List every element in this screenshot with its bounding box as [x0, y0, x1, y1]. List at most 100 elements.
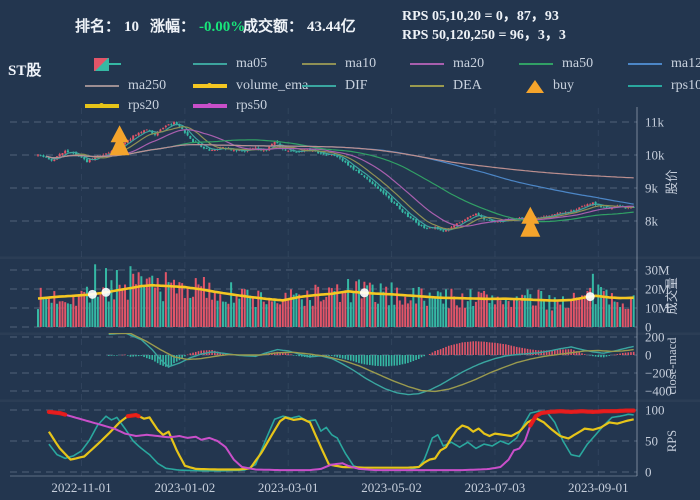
rank-value: 10	[124, 19, 140, 35]
buy-arrow-marker	[109, 125, 130, 156]
legend-item-volume_ema[interactable]: volume_ema	[193, 78, 308, 94]
svg-text:2023-07-03: 2023-07-03	[465, 480, 526, 495]
volume-panel	[37, 264, 635, 327]
axis-labels: 11k10k9k8k30M20M10M02000−200−40010050020…	[51, 115, 679, 496]
rps20-line-swatch	[85, 103, 119, 108]
candlestick-icon-tail	[109, 63, 121, 65]
legend-label: ma20	[453, 56, 485, 71]
svg-text:9k: 9k	[645, 181, 659, 196]
svg-text:2023-01-02: 2023-01-02	[155, 480, 216, 495]
legend-item-buy[interactable]: buy	[519, 78, 574, 94]
svg-text:20M: 20M	[645, 282, 670, 297]
svg-text:−200: −200	[645, 366, 672, 381]
legend-label: rps10	[671, 78, 700, 93]
rps20-marker-dot	[99, 103, 104, 108]
ma10-line-swatch	[302, 63, 336, 65]
rps-highlight-segment	[528, 408, 636, 428]
svg-text:10M: 10M	[645, 301, 670, 316]
macd-panel	[107, 333, 635, 396]
rank-label: 排名：	[75, 19, 121, 35]
svg-text:0: 0	[645, 348, 652, 363]
legend-item-rps20[interactable]: rps20	[85, 98, 159, 114]
legend-label: ma50	[562, 56, 594, 71]
dea-line	[108, 333, 634, 393]
legend-label: ma120	[671, 56, 700, 71]
panel-ylabel-volume: 成交量	[664, 277, 679, 315]
ma10-line	[46, 126, 634, 230]
volume_ema-marker-dot	[207, 83, 212, 88]
legend-item-ma10[interactable]: ma10	[302, 56, 376, 72]
rps20-line	[47, 413, 634, 471]
change-stat: 涨幅： -0.00%	[150, 15, 245, 36]
legend-item-ma20[interactable]: ma20	[410, 56, 484, 72]
legend-label: ma250	[128, 78, 167, 93]
buy-triangle-icon	[526, 79, 544, 93]
svg-text:0: 0	[645, 320, 652, 335]
turnover-stat: 成交额： 43.44亿	[243, 15, 356, 36]
legend-label: DEA	[453, 78, 482, 93]
svg-text:10k: 10k	[645, 148, 665, 163]
svg-text:2023-05-02: 2023-05-02	[361, 480, 422, 495]
ma20-line-swatch	[410, 63, 444, 65]
legend-item-ma120[interactable]: ma120	[628, 56, 700, 72]
legend-label: rps50	[236, 98, 268, 113]
legend-label: buy	[553, 78, 574, 93]
rps50-marker-dot	[207, 103, 212, 108]
volume-ema-marker	[101, 287, 111, 297]
ma120-line-swatch	[628, 63, 662, 65]
buy-arrow-marker	[520, 206, 541, 237]
legend-row-3: rps20 rps50	[0, 98, 700, 116]
legend-item-ma250[interactable]: ma250	[85, 78, 166, 94]
rps10-line-swatch	[628, 85, 662, 87]
svg-text:2023-03-01: 2023-03-01	[258, 480, 319, 495]
legend-item-ma05[interactable]: ma05	[193, 56, 267, 72]
legend-item-DEA[interactable]: DEA	[410, 78, 482, 94]
legend-label: DIF	[345, 78, 368, 93]
legend-label: rps20	[128, 98, 160, 113]
svg-text:50: 50	[645, 434, 658, 449]
legend-item-rps50[interactable]: rps50	[193, 98, 267, 114]
rps-highlight-segment	[125, 412, 141, 419]
turnover-label: 成交额：	[243, 19, 304, 35]
volume_ema-line-swatch	[193, 83, 227, 88]
change-value: -0.00%	[199, 19, 246, 35]
volume-ema-line	[37, 283, 634, 302]
legend-item-ma50[interactable]: ma50	[519, 56, 593, 72]
turnover-value: 43.44亿	[307, 19, 356, 35]
ma250-line	[46, 144, 634, 179]
svg-text:−400: −400	[645, 384, 672, 399]
svg-text:100: 100	[645, 403, 665, 418]
legend-item-candles[interactable]	[85, 56, 121, 72]
DEA-line-swatch	[410, 85, 444, 87]
rps-highlight-segment	[46, 409, 68, 417]
svg-text:2022-11-01: 2022-11-01	[51, 480, 111, 495]
svg-text:11k: 11k	[645, 115, 665, 130]
dif-line	[108, 333, 634, 396]
rps-readout: RPS 05,10,20 = 0，87，93 RPS 50,120,250 = …	[402, 7, 566, 45]
svg-text:200: 200	[645, 330, 665, 345]
svg-text:2023-09-01: 2023-09-01	[568, 480, 629, 495]
rank-stat: 排名： 10	[75, 15, 139, 36]
panel-ylabel-price: 股价	[665, 169, 679, 195]
legend-row-2: ma250 volume_ema DIF DEA buy rps10	[0, 78, 700, 96]
DIF-line-swatch	[302, 85, 336, 87]
ma250-line-swatch	[85, 85, 119, 87]
legend-row-1: ma05 ma10 ma20 ma50 ma120	[0, 56, 700, 74]
panel-ylabel-rps: RPS	[665, 430, 679, 452]
volume-ema-marker	[87, 289, 97, 299]
legend-item-DIF[interactable]: DIF	[302, 78, 368, 94]
svg-text:30M: 30M	[645, 263, 670, 278]
volume-ema-marker	[359, 288, 369, 298]
legend-label: ma05	[236, 56, 268, 71]
rps-line-2: RPS 50,120,250 = 96，3，3	[402, 28, 566, 43]
legend-item-rps10[interactable]: rps10	[628, 78, 700, 94]
volume-ema-marker	[585, 292, 595, 302]
panel-ylabel-close-macd: close-macd	[665, 337, 679, 395]
svg-text:0: 0	[645, 465, 652, 480]
ma05-line	[46, 123, 634, 231]
ma05-line-swatch	[193, 63, 227, 65]
rps-panel	[46, 408, 636, 472]
rps50-line-swatch	[193, 103, 227, 108]
